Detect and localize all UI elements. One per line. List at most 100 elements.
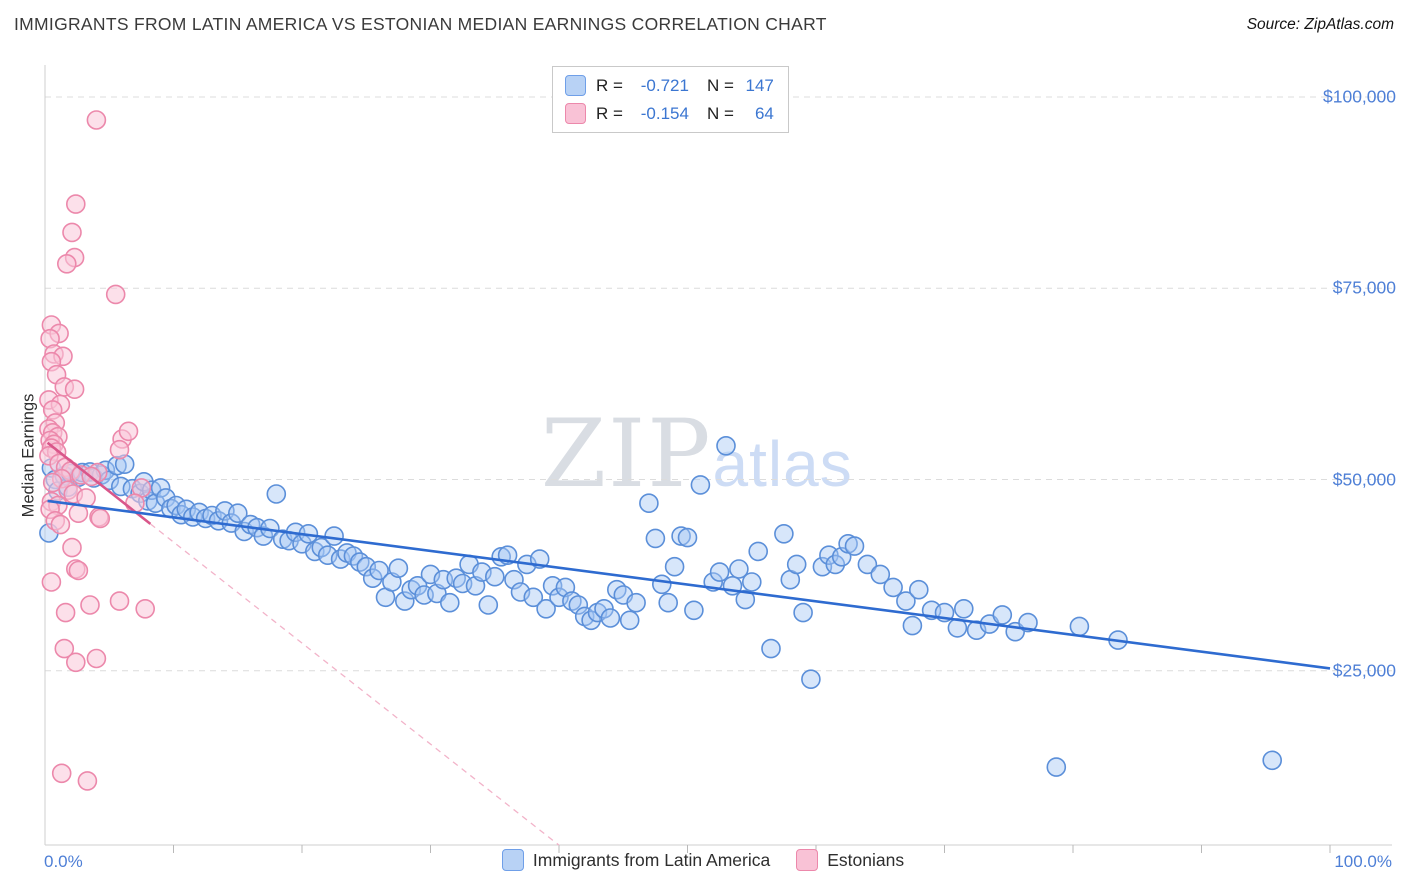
scatter-point xyxy=(568,595,589,615)
scatter-point xyxy=(57,253,77,274)
scatter-point xyxy=(62,537,82,558)
scatter-point xyxy=(902,615,923,636)
n-label: N = xyxy=(706,75,734,95)
n-label: N = xyxy=(706,103,734,123)
scatter-point xyxy=(311,537,332,558)
series-legend: Immigrants from Latin America Estonians xyxy=(0,849,1406,871)
page-title: IMMIGRANTS FROM LATIN AMERICA VS ESTONIA… xyxy=(14,14,827,34)
scatter-point xyxy=(266,484,287,504)
y-tick-label: $100,000 xyxy=(1323,86,1396,107)
scatter-point xyxy=(735,589,756,610)
scatter-point xyxy=(774,523,794,544)
r-label: R = xyxy=(596,75,623,95)
x-axis-max-label: 100.0% xyxy=(1334,852,1392,871)
pink-trend-line xyxy=(46,441,152,525)
scatter-point xyxy=(80,595,100,615)
scatter-point xyxy=(109,591,130,611)
source-credit: Source: ZipAtlas.com xyxy=(1246,16,1394,33)
scatter-point xyxy=(66,194,86,214)
scatter-point xyxy=(118,421,139,442)
scatter-point xyxy=(523,587,544,608)
scatter-point xyxy=(439,592,460,613)
legend-item-latin-america: Immigrants from Latin America xyxy=(501,849,771,871)
y-tick-label: $75,000 xyxy=(1332,277,1396,298)
scatter-point xyxy=(362,568,383,589)
scatter-point xyxy=(883,577,903,598)
scatter-point xyxy=(166,495,186,516)
scatter-point xyxy=(741,572,762,592)
scatter-point xyxy=(51,763,72,784)
scatter-point xyxy=(105,284,126,305)
scatter-point xyxy=(150,478,171,498)
x-axis-min-label: 0.0% xyxy=(44,852,83,871)
scatter-point xyxy=(536,598,556,619)
scatter-point xyxy=(253,526,274,546)
scatter-point xyxy=(1046,757,1067,777)
scatter-point xyxy=(135,598,155,619)
n-value: 147 xyxy=(745,75,774,95)
scatter-point xyxy=(66,652,86,673)
legend-row-latin-america: R = -0.721 N = 147 xyxy=(565,75,774,96)
scatter-point xyxy=(651,574,672,595)
scatter-point xyxy=(664,556,685,577)
scatter-point xyxy=(484,566,505,587)
scatter-point xyxy=(870,564,891,585)
y-axis-label: Median Earnings xyxy=(19,393,38,518)
scatter-point xyxy=(388,558,409,579)
scatter-point xyxy=(41,572,62,592)
pink-swatch-icon xyxy=(796,849,819,871)
legend-item-label: Immigrants from Latin America xyxy=(532,849,771,870)
scatter-point xyxy=(109,439,130,460)
r-value: -0.721 xyxy=(640,75,689,95)
scatter-point xyxy=(716,435,736,456)
pink-swatch-icon xyxy=(565,103,586,124)
scatter-point xyxy=(228,503,248,524)
scatter-point xyxy=(42,472,63,493)
scatter-point xyxy=(324,526,344,546)
scatter-point xyxy=(1018,612,1038,633)
scatter-point xyxy=(619,610,640,631)
scatter-point xyxy=(111,476,131,497)
scatter-point xyxy=(844,536,865,556)
pink-trend-dashed xyxy=(149,523,560,846)
scatter-point xyxy=(86,648,107,669)
legend-item-estonians: Estonians xyxy=(796,849,904,871)
scatter-point xyxy=(709,562,730,582)
scatter-point xyxy=(156,488,176,508)
scatter-point xyxy=(1069,616,1090,637)
scatter-point xyxy=(684,600,704,621)
scatter-point xyxy=(690,475,711,495)
scatter-point xyxy=(801,669,821,690)
scatter-point xyxy=(729,559,749,579)
scatter-point xyxy=(1262,750,1282,771)
legend-item-label: Estonians xyxy=(827,849,905,870)
correlation-legend: R = -0.721 N = 147 R = -0.154 N = 64 xyxy=(552,66,789,133)
scatter-point xyxy=(125,493,145,514)
scatter-point xyxy=(581,610,601,631)
scatter-point xyxy=(896,591,916,611)
scatter-point xyxy=(992,605,1013,625)
scatter-point xyxy=(64,379,85,400)
r-value: -0.154 xyxy=(640,103,689,123)
n-value: 64 xyxy=(754,103,774,123)
scatter-point xyxy=(626,592,646,613)
scatter-point xyxy=(793,602,813,623)
scatter-point xyxy=(55,602,76,623)
blue-swatch-icon xyxy=(501,849,524,871)
scatter-point xyxy=(645,528,666,549)
scatter-point xyxy=(761,638,781,659)
scatter-point xyxy=(825,554,846,575)
legend-row-estonians: R = -0.154 N = 64 xyxy=(565,103,774,124)
scatter-point xyxy=(369,560,389,581)
scatter-point xyxy=(62,222,82,243)
scatter-point xyxy=(857,554,878,575)
scatter-point xyxy=(748,541,769,562)
scatter-point xyxy=(658,592,679,613)
scatter-point xyxy=(671,526,691,546)
scatter-point xyxy=(504,569,524,590)
scatter-point xyxy=(90,508,111,529)
scatter-point xyxy=(54,638,75,659)
scatter-point xyxy=(677,527,698,548)
